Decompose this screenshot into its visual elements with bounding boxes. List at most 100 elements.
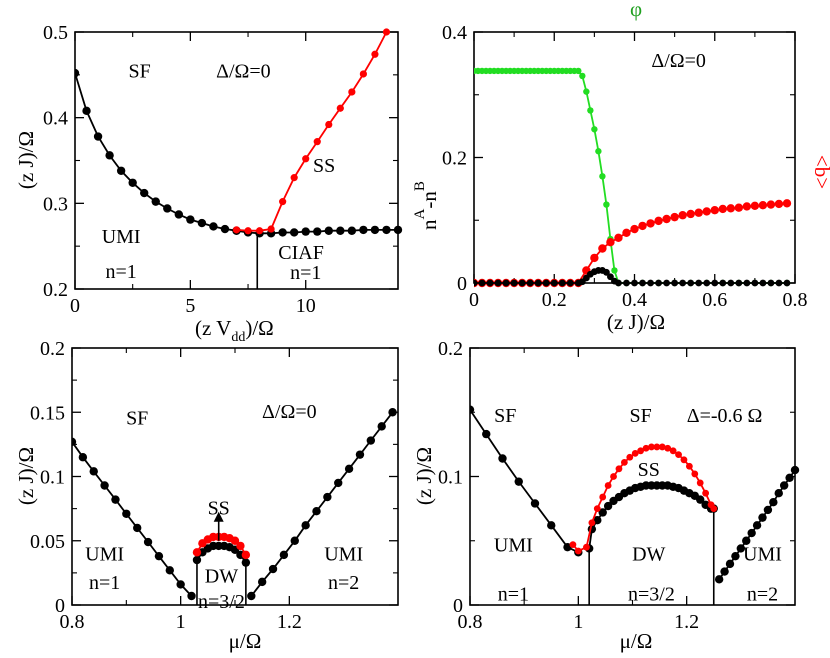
data-point-right-lobe: [774, 489, 783, 498]
annotation-label: UMI: [324, 544, 363, 566]
data-point-right-lobe: [290, 536, 299, 545]
data-point-SS: [583, 543, 590, 551]
data-point-right-lobe: [344, 464, 354, 473]
x-axis-label: (z Vdd)/Ω: [195, 316, 274, 345]
annotation-label: n=1: [290, 262, 321, 284]
annotation-label: CIAF: [278, 242, 324, 264]
data-point-SS: [615, 465, 623, 473]
panel-bottom-left: 0.8 1 1.2 0 0.05 0.1 0.15 0.2 SF Δ/Ω=0 SS UMI n=1 DW n…: [14, 338, 399, 653]
data-point-right-lobe: [747, 528, 756, 538]
data-point-nA-nB: [526, 279, 534, 287]
phi-label: φ: [630, 0, 642, 21]
data-point-SS: [604, 482, 612, 489]
y-tick-label: 0.3: [43, 193, 68, 215]
annotation-label: SS: [638, 459, 660, 481]
data-point-left-lobe: [78, 453, 88, 462]
y-tick-label: 0.4: [442, 22, 467, 44]
x-tick-label: 5: [185, 295, 195, 317]
data-point-nA-nB: [727, 279, 735, 287]
y-tick-label: 0.2: [43, 279, 68, 301]
y-tick-label: 0.1: [438, 467, 463, 489]
data-point-red: [255, 227, 264, 235]
data-point-nA-nB: [783, 279, 791, 287]
data-point-<b>: [638, 221, 647, 231]
annotation-label: n=1: [89, 572, 120, 594]
data-point-nA-nB: [494, 279, 502, 287]
data-point-red: [232, 226, 241, 234]
x-tick-label: 0: [469, 289, 479, 311]
annotation-label: n=3/2: [198, 591, 245, 613]
data-point-black: [313, 227, 322, 236]
data-point-black: [382, 225, 391, 235]
annotation-label: Δ/Ω=0: [651, 50, 706, 72]
y-tick-label: 0.2: [40, 338, 65, 360]
data-point-red: [313, 138, 321, 146]
data-point-DW: [241, 558, 251, 567]
data-point-<b>: [606, 238, 615, 247]
data-point-left-lobe: [498, 454, 507, 463]
data-point-<b>: [622, 228, 631, 237]
panel-top-left: 0 5 100.20.30.40.5SF Δ/Ω=0SSUMIn=1CIAFn=1(z…: [14, 22, 403, 345]
data-point-nA-nB: [603, 268, 610, 276]
x-tick-label: 0.6: [702, 289, 727, 311]
data-point-nA-nB: [478, 279, 486, 287]
y-tick-label: 0.4: [43, 108, 68, 130]
data-point-left-lobe: [514, 477, 523, 486]
x-tick-label: 1: [573, 611, 583, 633]
data-point-SS: [658, 443, 666, 451]
y-axis-label: nA-nB: [412, 181, 441, 230]
data-series-group: [75, 28, 403, 238]
data-point-right-lobe: [247, 591, 256, 601]
data-point-φ: [599, 173, 606, 180]
y-tick-label: 0: [55, 595, 65, 617]
data-point-right-lobe: [736, 544, 746, 553]
data-point-nA-nB: [502, 279, 510, 287]
x-tick-label: 0: [70, 295, 80, 317]
y-tick-label: 0: [457, 273, 467, 295]
data-point-black: [324, 226, 333, 235]
annotation-label: Δ=-0.6 Ω: [687, 405, 763, 427]
x-axis-label: μ/Ω: [229, 629, 262, 653]
data-point-right-lobe: [301, 521, 310, 530]
data-point-SS: [192, 548, 202, 557]
data-point-nA-nB: [743, 279, 751, 287]
data-point-right-lobe: [758, 513, 767, 522]
data-point-DW: [598, 508, 607, 517]
data-point-SS: [642, 444, 650, 452]
data-point-right-lobe: [355, 450, 365, 459]
data-point-red: [371, 50, 379, 58]
data-point-left-lobe: [470, 405, 475, 414]
data-point-nA-nB: [735, 279, 743, 287]
data-point-red: [382, 28, 391, 36]
data-point-right-lobe: [720, 567, 729, 576]
data-point-SS: [680, 456, 688, 464]
data-point-black: [151, 197, 160, 206]
data-point-black: [128, 178, 137, 187]
x-tick-label: 0.8: [783, 289, 808, 311]
data-point-left-lobe: [165, 566, 174, 575]
data-point-black: [82, 106, 91, 116]
data-point-nA-nB: [631, 279, 638, 287]
data-point-nA-nB: [534, 279, 542, 287]
data-point-nA-nB: [767, 279, 775, 287]
data-point-black: [116, 166, 126, 175]
data-point-<b>: [750, 201, 760, 211]
data-point-right-lobe: [279, 550, 289, 560]
data-point-nA-nB: [510, 279, 518, 287]
data-point-black: [359, 225, 368, 235]
panel-top-right: 0 0.2 0.4 0.6 0.8 0 0.2 0.4 Δ/Ω=0 (z J)/Ω nA-nB φ <b…: [412, 0, 830, 334]
data-point-SS: [574, 547, 582, 555]
y-axis-label: (z J)/Ω: [412, 447, 436, 505]
data-point-left-lobe: [482, 429, 491, 439]
data-point-nA-nB: [639, 279, 646, 287]
y-axis-label: (z J)/Ω: [14, 131, 38, 189]
data-point-φ: [583, 88, 590, 95]
data-point-red: [302, 155, 310, 163]
data-point-<b>: [774, 199, 784, 209]
data-point-red: [290, 174, 298, 182]
data-point-<b>: [646, 219, 655, 228]
data-point-<b>: [734, 203, 744, 212]
y-tick-label: 0.05: [30, 531, 65, 553]
y-axis-label: (z J)/Ω: [14, 447, 38, 505]
data-point-red: [325, 120, 333, 129]
